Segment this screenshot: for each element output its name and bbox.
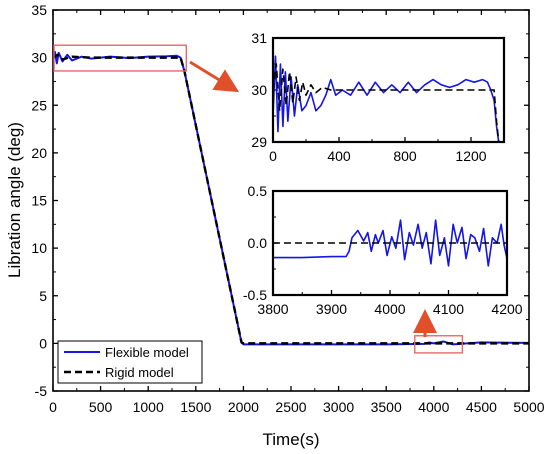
main-x-tick-label: 4500 [466,399,497,415]
legend: Flexible model Rigid model [57,340,203,384]
main-x-tick-label: 1500 [180,399,211,415]
inset-top-series-line-flexible [273,55,500,142]
inset-top-frame [271,36,506,144]
zoom-highlight-box [53,44,187,72]
main-plot-frame [52,9,530,392]
legend-label-rigid: Rigid model [105,365,174,380]
inset-top-y-tick-label: 31 [251,30,267,46]
inset-mid-y-tick-label: 0.0 [248,235,268,251]
main-y-tick-label: 10 [31,240,47,256]
inset-top-x-tick-label: 400 [327,148,351,164]
main-y-tick-label: 5 [39,288,47,304]
main-x-tick-label: 2500 [275,399,306,415]
main-x-tick-label: 5000 [513,399,544,415]
inset-mid-frame [271,189,509,297]
inset-mid-x-tick-label: 3900 [316,301,347,317]
inset-mid-x-tick-label: 3800 [257,301,288,317]
inset-mid-x-tick-label: 4100 [433,301,464,317]
inset-mid-y-tick-label: -0.5 [243,287,267,303]
inset-top-series-group [273,55,500,142]
main-y-tick-label: 30 [31,50,47,66]
main-x-tick-label: 3500 [371,399,402,415]
inset-mid-x-tick-label: 4200 [491,301,522,317]
main-y-tick-label: 15 [31,193,47,209]
main-x-tick-label: 3000 [323,399,354,415]
legend-label-flexible: Flexible model [105,345,189,360]
inset-mid-y-tick-label: 0.5 [248,183,268,199]
legend-box [57,340,203,384]
inset-top-plot-background [273,38,504,142]
inset-mid-series-line-flexible [273,219,507,267]
main-x-tick-label: 0 [49,399,57,415]
main-x-tick-label: 500 [89,399,113,415]
zoom-highlight-box [414,335,464,354]
inset-top-x-tick-label: 800 [393,148,417,164]
main-x-tick-label: 4000 [418,399,449,415]
inset-top-y-tick-label: 30 [251,82,267,98]
zoom-arrow-top [189,60,240,93]
inset-top-x-tick-label: 1200 [455,148,486,164]
main-y-tick-label: 35 [31,2,47,18]
main-y-tick-label: 20 [31,145,47,161]
main-y-tick-label: 0 [39,335,47,351]
main-series-line-rigid [53,53,529,345]
y-axis-title: Libration angle (deg) [5,122,24,278]
main-x-tick-label: 2000 [228,399,259,415]
inset-mid-series-group [273,219,507,267]
main-series-group [53,50,529,346]
main-x-tick-label: 1000 [133,399,164,415]
main-y-tick-label: -5 [35,383,48,399]
inset-top-x-tick-label: 0 [269,148,277,164]
x-axis-title: Time(s) [263,430,320,449]
inset-mid-x-tick-label: 4000 [374,301,405,317]
inset-top-series-line-rigid [273,63,500,142]
inset-top-y-tick-label: 29 [251,134,267,150]
main-y-tick-label: 25 [31,97,47,113]
